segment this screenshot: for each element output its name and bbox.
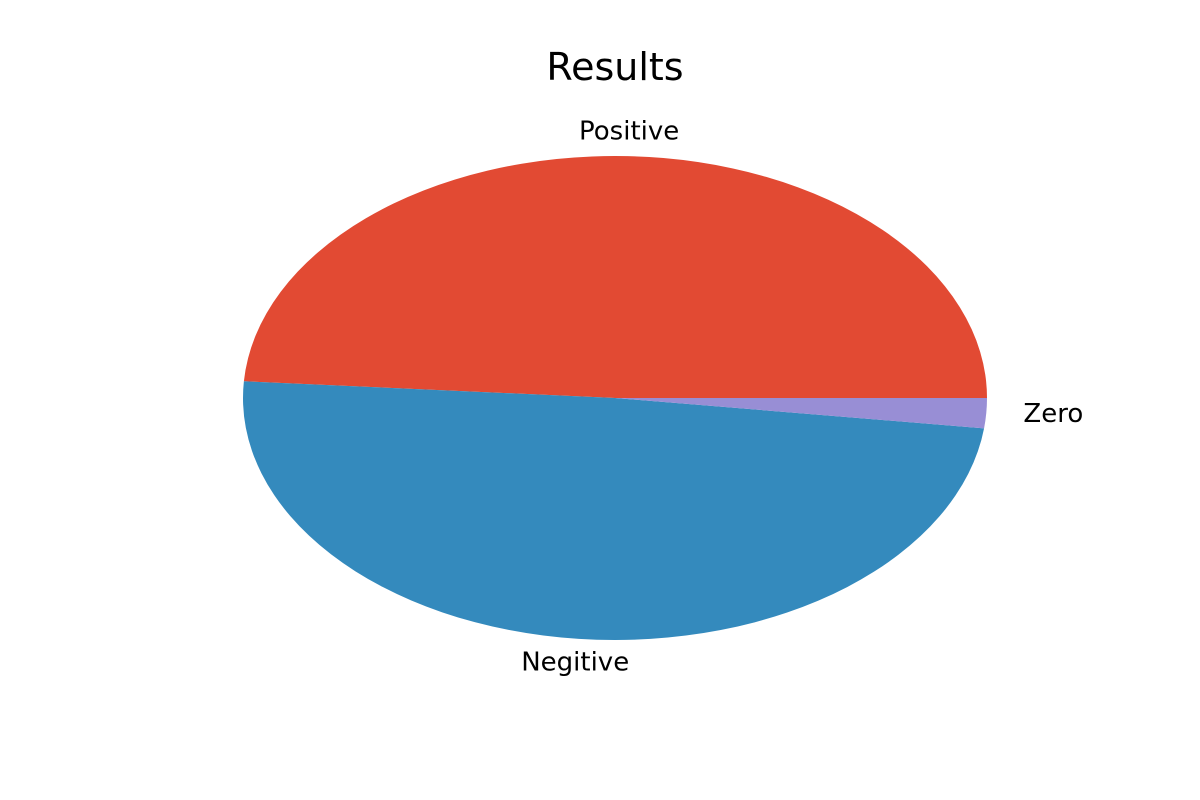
pie-labels: Positive Negitive Zero	[521, 116, 1083, 677]
pie-slice-negitive	[243, 381, 985, 640]
pie-label-negitive: Negitive	[521, 647, 629, 677]
chart-title: Results	[546, 45, 683, 89]
pie-slice-zero	[615, 398, 987, 429]
pie-slice-positive	[243, 155, 987, 398]
pie-slices	[243, 155, 987, 640]
pie-label-positive: Positive	[579, 116, 679, 146]
pie-label-zero: Zero	[1023, 399, 1083, 429]
